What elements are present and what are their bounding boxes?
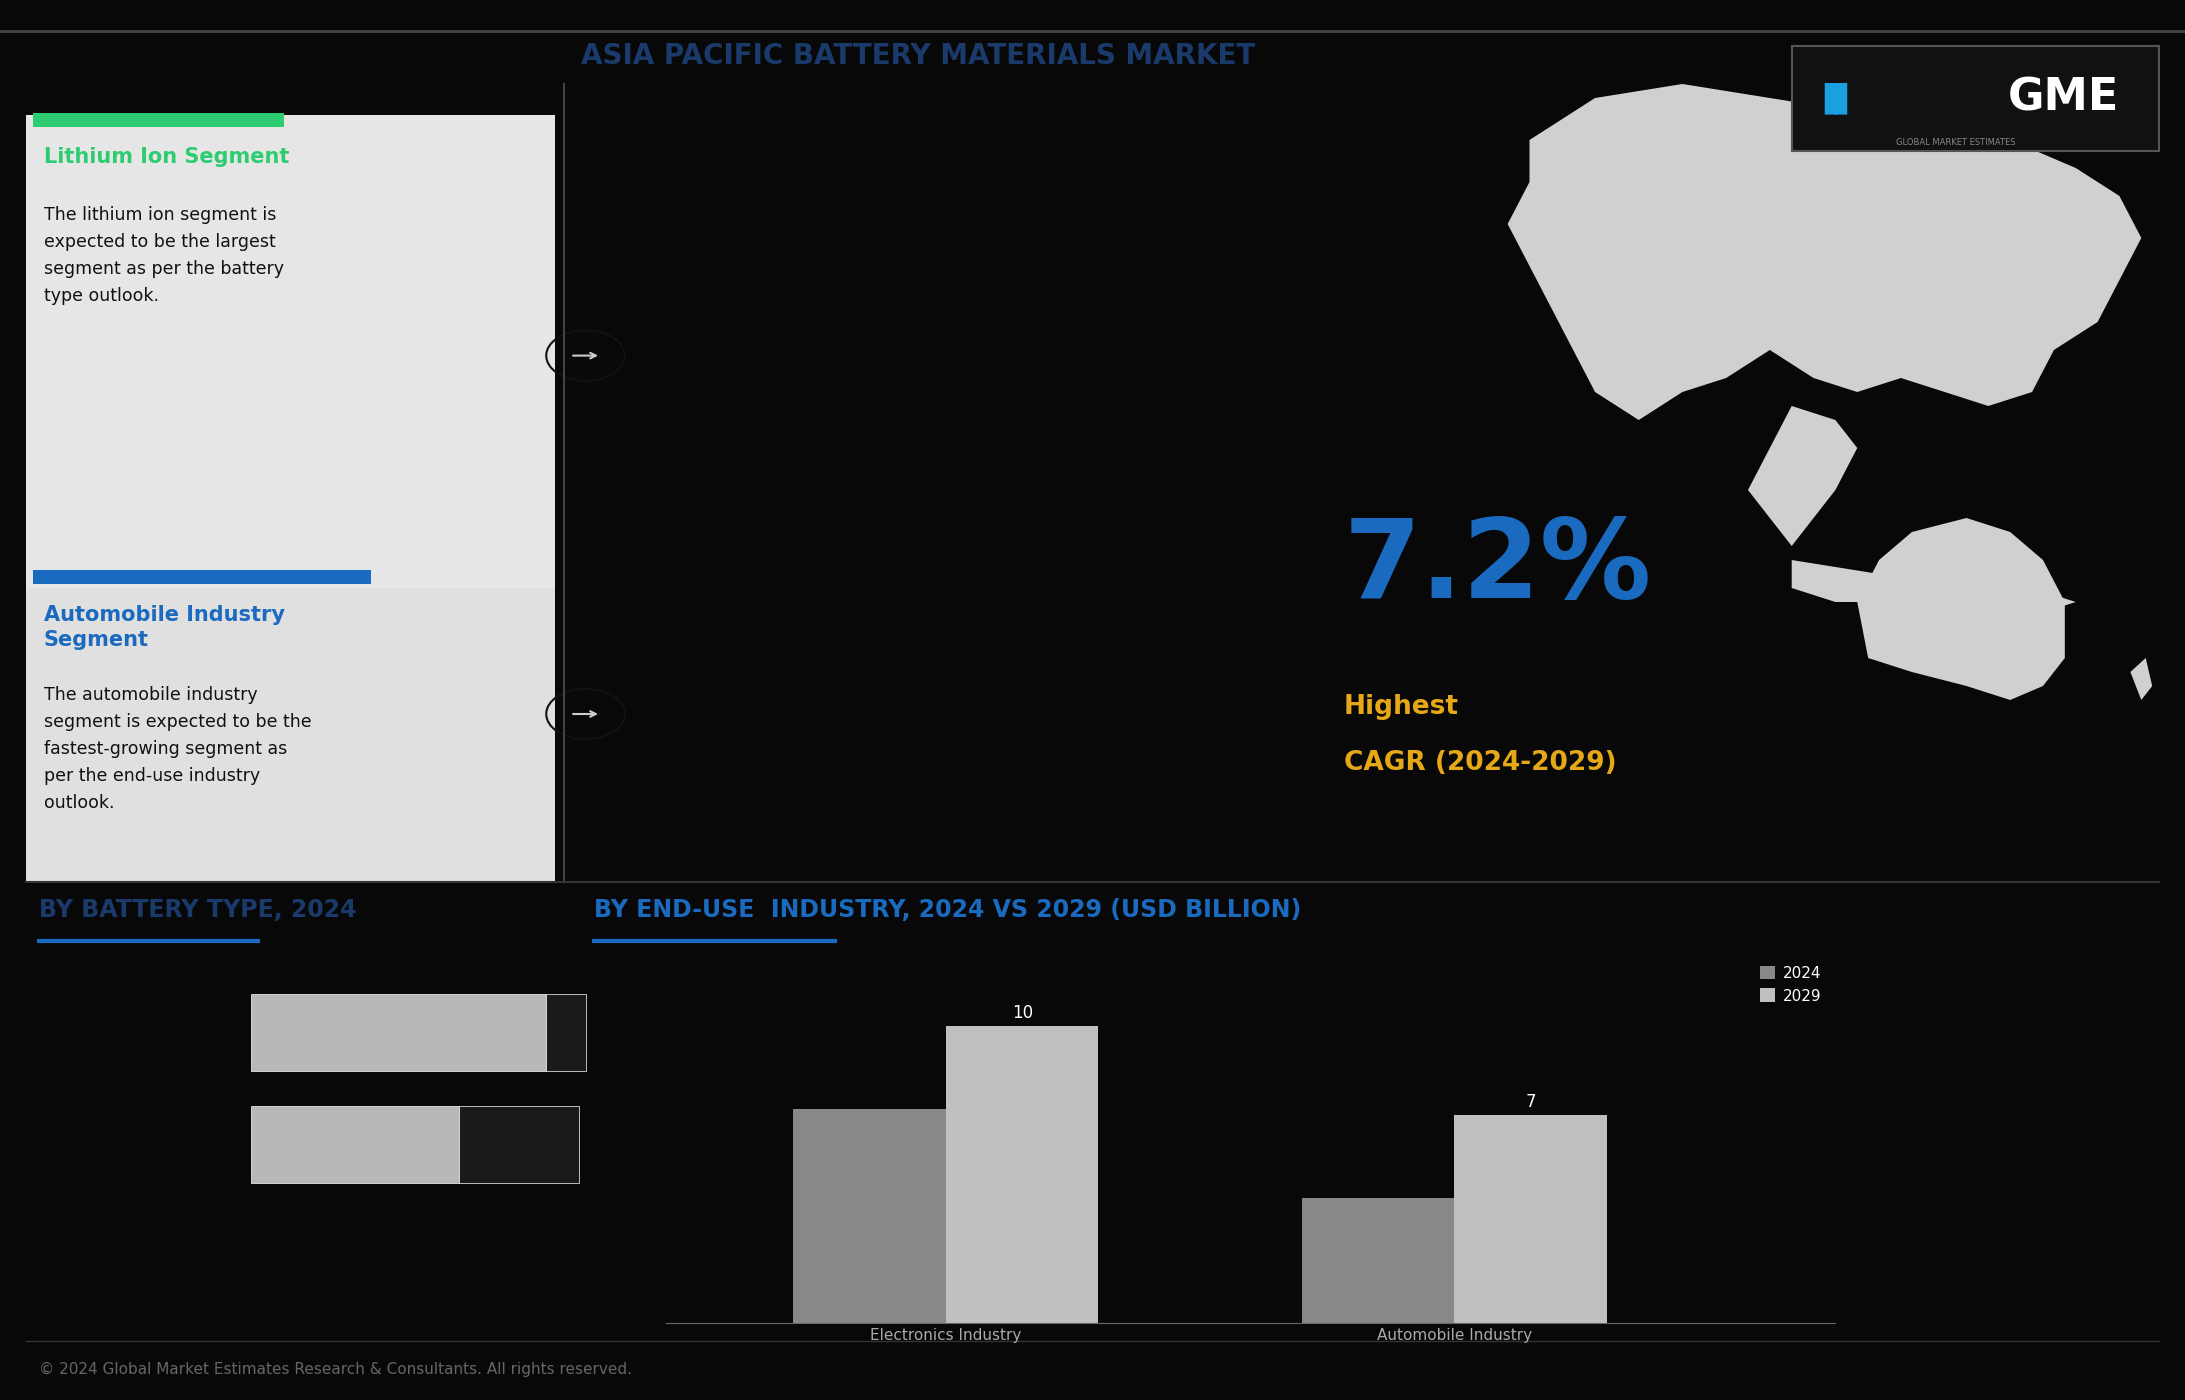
Text: Automobile Industry
Segment: Automobile Industry Segment (44, 605, 284, 650)
Text: BY BATTERY TYPE, 2024: BY BATTERY TYPE, 2024 (39, 897, 356, 923)
FancyBboxPatch shape (26, 115, 555, 588)
Text: CAGR (2024-2029): CAGR (2024-2029) (1344, 750, 1617, 776)
FancyBboxPatch shape (459, 1106, 579, 1183)
Polygon shape (1748, 406, 1857, 546)
Polygon shape (2130, 658, 2152, 700)
Text: ASIA PACIFIC BATTERY MATERIALS MARKET: ASIA PACIFIC BATTERY MATERIALS MARKET (581, 42, 1254, 70)
Polygon shape (1792, 560, 1945, 602)
FancyBboxPatch shape (33, 113, 284, 127)
Text: The lithium ion segment is
expected to be the largest
segment as per the battery: The lithium ion segment is expected to b… (44, 206, 284, 305)
Polygon shape (1508, 84, 2141, 420)
FancyBboxPatch shape (1792, 46, 2159, 151)
Polygon shape (1857, 518, 2065, 700)
Polygon shape (1966, 588, 2076, 616)
Bar (946, 1026, 1099, 1323)
FancyBboxPatch shape (26, 588, 555, 882)
Legend: 2024, 2029: 2024, 2029 (1755, 959, 1829, 1009)
Text: The automobile industry
segment is expected to be the
fastest-growing segment as: The automobile industry segment is expec… (44, 686, 310, 812)
FancyBboxPatch shape (251, 1106, 459, 1183)
Text: 7.2%: 7.2% (1344, 514, 1652, 620)
Text: 10: 10 (1012, 1004, 1034, 1022)
Text: GME: GME (2008, 77, 2119, 119)
Text: GLOBAL MARKET ESTIMATES: GLOBAL MARKET ESTIMATES (1897, 139, 2015, 147)
Text: 7: 7 (1525, 1093, 1536, 1110)
Bar (793, 1109, 946, 1323)
FancyBboxPatch shape (546, 994, 586, 1071)
Text: BY END-USE  INDUSTRY, 2024 VS 2029 (USD BILLION): BY END-USE INDUSTRY, 2024 VS 2029 (USD B… (594, 897, 1302, 923)
Bar (1455, 1116, 1606, 1323)
Text: Highest: Highest (1344, 694, 1460, 720)
FancyBboxPatch shape (251, 994, 546, 1071)
Text: ▐▌: ▐▌ (1811, 83, 1859, 113)
Text: © 2024 Global Market Estimates Research & Consultants. All rights reserved.: © 2024 Global Market Estimates Research … (39, 1362, 631, 1376)
Bar (1302, 1198, 1455, 1323)
Text: Lithium Ion Segment: Lithium Ion Segment (44, 147, 288, 167)
FancyBboxPatch shape (33, 570, 371, 584)
